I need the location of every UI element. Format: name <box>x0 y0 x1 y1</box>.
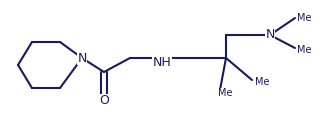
Text: N: N <box>77 51 87 65</box>
Text: Me: Me <box>255 77 270 87</box>
Text: Me: Me <box>218 88 233 98</box>
Text: Me: Me <box>297 45 312 55</box>
Text: N: N <box>265 29 275 41</box>
Text: O: O <box>99 95 109 107</box>
Text: Me: Me <box>297 13 312 23</box>
Text: NH: NH <box>152 55 171 69</box>
